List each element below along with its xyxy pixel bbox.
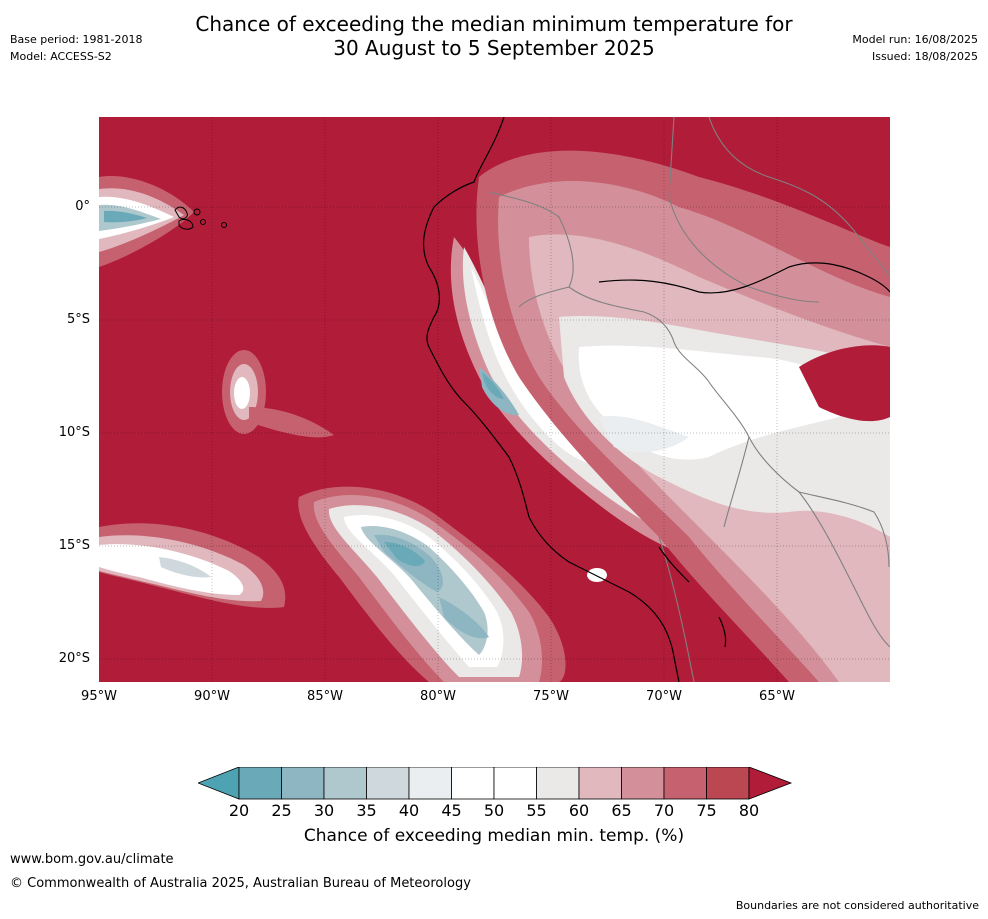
lon-label-65w: 65°W bbox=[759, 689, 795, 704]
map-svg bbox=[99, 117, 890, 682]
colorbar-low-arrow bbox=[196, 766, 240, 800]
colorbar-tick-label: 75 bbox=[696, 801, 717, 820]
colorbar-tick-label: 70 bbox=[653, 801, 675, 820]
colorbar-tick-label: 25 bbox=[271, 801, 292, 820]
meta-left: Base period: 1981-2018 Model: ACCESS-S2 bbox=[10, 31, 142, 65]
lon-label-95w: 95°W bbox=[81, 689, 117, 704]
colorbar-cell bbox=[706, 766, 750, 800]
footer-copyright: © Commonwealth of Australia 2025, Austra… bbox=[10, 876, 471, 891]
lat-label-20s: 20°S bbox=[58, 651, 90, 666]
galapagos-anomaly bbox=[99, 176, 194, 267]
colorbar-cells bbox=[238, 766, 750, 800]
legend-title: Chance of exceeding median min. temp. (%… bbox=[303, 826, 685, 846]
west-band-anomaly bbox=[99, 523, 286, 608]
footer-url: www.bom.gov.au/climate bbox=[10, 852, 174, 867]
colorbar-cell bbox=[281, 766, 325, 800]
colorbar-cell bbox=[238, 766, 282, 800]
coastline bbox=[423, 117, 890, 682]
forecast-map bbox=[99, 117, 890, 682]
base-period-text: Base period: 1981-2018 bbox=[10, 33, 143, 46]
colorbar-cell bbox=[663, 766, 707, 800]
lat-label-15s: 15°S bbox=[58, 538, 90, 553]
lon-label-75w: 75°W bbox=[533, 689, 569, 704]
colorbar-svg bbox=[196, 766, 793, 800]
colorbar-cell bbox=[578, 766, 622, 800]
peru-coastal-anomaly bbox=[450, 237, 739, 561]
blob-88w bbox=[222, 350, 334, 438]
model-run-text: Model run: 16/08/2025 bbox=[852, 33, 978, 46]
colorbar-high-arrow bbox=[748, 766, 793, 800]
colorbar-tick-label: 45 bbox=[441, 801, 462, 820]
colorbar-tick-label: 35 bbox=[356, 801, 377, 820]
lat-label-0: 0° bbox=[75, 199, 90, 214]
colorbar-tick-label: 20 bbox=[228, 801, 250, 820]
legend-colorbar bbox=[196, 766, 793, 805]
colorbar-cell bbox=[621, 766, 665, 800]
colorbar-tick-label: 55 bbox=[526, 801, 547, 820]
lon-label-85w: 85°W bbox=[307, 689, 343, 704]
colorbar-cell bbox=[408, 766, 452, 800]
lon-label-90w: 90°W bbox=[194, 689, 230, 704]
colorbar-tick-label: 30 bbox=[313, 801, 335, 820]
lon-label-80w: 80°W bbox=[420, 689, 456, 704]
country-borders bbox=[488, 117, 890, 682]
map-title: Chance of exceeding the median minimum t… bbox=[0, 12, 988, 60]
inland-anomaly bbox=[476, 150, 890, 682]
lon-label-70w: 70°W bbox=[646, 689, 682, 704]
lat-label-5s: 5°S bbox=[66, 312, 90, 327]
galapagos-islands bbox=[174, 206, 227, 230]
colorbar-tick-label: 60 bbox=[568, 801, 590, 820]
issued-text: Issued: 18/08/2025 bbox=[871, 50, 978, 63]
colorbar-tick-label: 65 bbox=[611, 801, 632, 820]
colorbar-cell bbox=[451, 766, 495, 800]
colorbar-cell bbox=[493, 766, 537, 800]
meta-right: Model run: 16/08/2025 Issued: 18/08/2025 bbox=[852, 31, 978, 65]
map-title-line2: 30 August to 5 September 2025 bbox=[333, 36, 655, 60]
colorbar-cell bbox=[323, 766, 367, 800]
colorbar-cell bbox=[536, 766, 580, 800]
offshore-cool-anomaly bbox=[298, 486, 566, 682]
footer-disclaimer: Boundaries are not considered authoritat… bbox=[735, 899, 979, 912]
gridlines bbox=[99, 117, 890, 682]
colorbar-cell bbox=[366, 766, 410, 800]
map-title-line1: Chance of exceeding the median minimum t… bbox=[195, 12, 793, 36]
lat-label-10s: 10°S bbox=[58, 425, 90, 440]
model-text: Model: ACCESS-S2 bbox=[10, 50, 112, 63]
colorbar-tick-label: 50 bbox=[483, 801, 505, 820]
colorbar-tick-label: 40 bbox=[398, 801, 420, 820]
colorbar-tick-label: 80 bbox=[738, 801, 760, 820]
